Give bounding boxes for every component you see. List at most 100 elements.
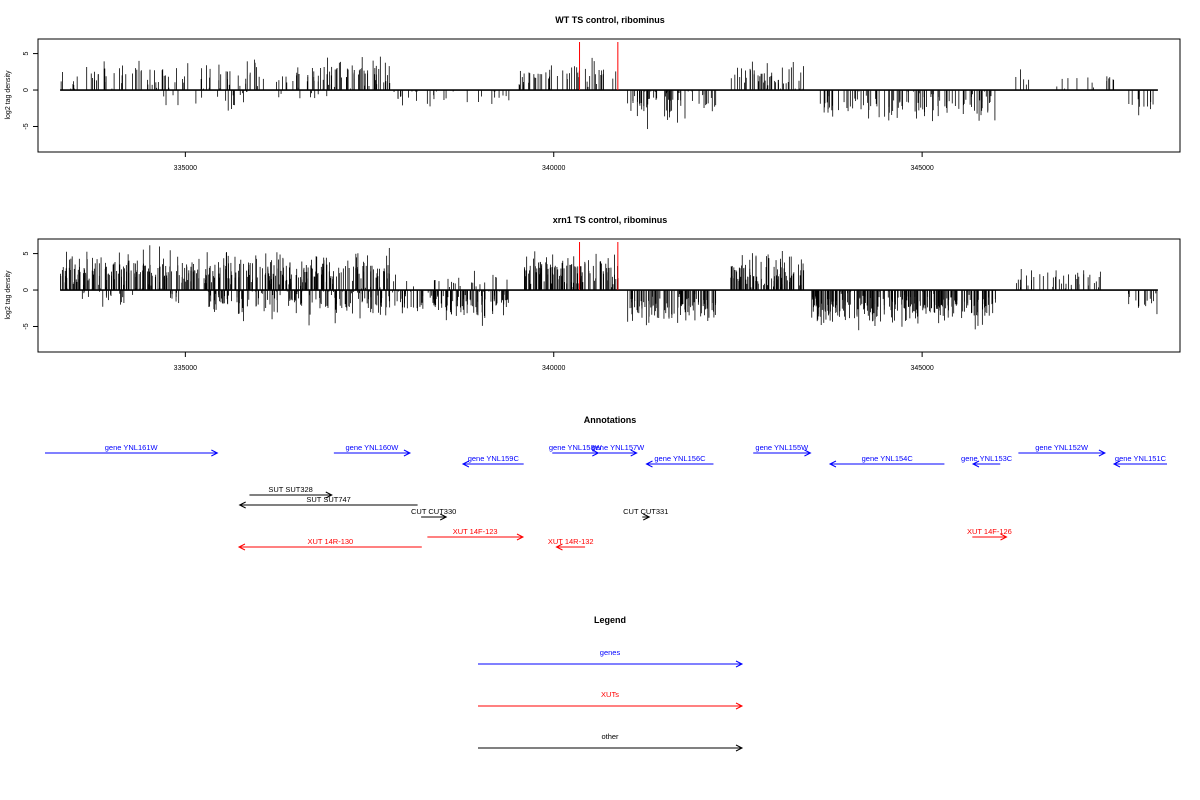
panel-title: xrn1 TS control, ribominus <box>553 215 668 225</box>
legend-entry-other: other <box>478 732 744 752</box>
x-tick-label: 340000 <box>542 165 565 172</box>
legend-entry-genes: genes <box>478 648 744 668</box>
feature-label: gene YNL153C <box>961 454 1013 463</box>
panel-xrn1: xrn1 TS control, ribominus log2 tag dens… <box>5 215 1181 372</box>
feature-arrowhead <box>325 491 333 499</box>
y-tick-label: 5 <box>23 52 30 56</box>
feature-label: XUT 14R-132 <box>548 537 594 546</box>
feature-sut-sut328[interactable]: SUT SUT328 <box>249 485 333 499</box>
feature-label: CUT CUT330 <box>411 507 456 516</box>
feature-arrowhead <box>1112 460 1121 468</box>
x-tick-label: 340000 <box>542 365 565 372</box>
feature-gene-ynl156c[interactable]: gene YNL156C <box>645 454 714 468</box>
feature-label: XUT 14F-126 <box>967 527 1012 536</box>
feature-arrowhead <box>555 543 563 551</box>
feature-arrowhead <box>592 449 600 457</box>
annotation-features: gene YNL161W gene YNL160W gene YNL159C gene… <box>45 443 1167 551</box>
feature-arrowhead <box>643 513 651 521</box>
panel-title: WT TS control, ribominus <box>555 15 665 25</box>
feature-sut-sut747[interactable]: SUT SUT747 <box>238 495 418 509</box>
feature-gene-ynl158w[interactable]: gene YNL158W <box>549 443 603 457</box>
y-axis: -5 0 5 <box>23 252 38 330</box>
feature-label: gene YNL156C <box>654 454 706 463</box>
legend-label: genes <box>600 648 621 657</box>
feature-gene-ynl157w[interactable]: gene YNL157W <box>591 443 645 457</box>
marker-lines <box>579 42 619 91</box>
legend-label: XUTs <box>601 690 619 699</box>
feature-arrowhead <box>238 501 246 509</box>
feature-arrowhead <box>403 449 412 457</box>
feature-gene-ynl154c[interactable]: gene YNL154C <box>828 454 945 468</box>
signal-bars <box>60 56 1158 130</box>
feature-gene-ynl160w[interactable]: gene YNL160W <box>333 443 412 457</box>
feature-label: gene YNL155W <box>755 443 809 452</box>
feature-xut-14f-126[interactable]: XUT 14F-126 <box>967 527 1012 541</box>
marker-lines <box>579 242 619 291</box>
feature-arrowhead <box>1000 533 1008 541</box>
x-axis: 335000 340000 345000 <box>174 152 934 172</box>
feature-label: gene YNL159C <box>468 454 520 463</box>
x-tick-label: 335000 <box>174 365 197 372</box>
feature-gene-ynl161w[interactable]: gene YNL161W <box>45 443 219 457</box>
feature-xut-14f-123[interactable]: XUT 14F-123 <box>427 527 525 541</box>
feature-arrowhead <box>828 460 837 468</box>
plot-frame <box>37 238 1181 353</box>
y-tick-label: -5 <box>23 323 30 329</box>
feature-gene-ynl152w[interactable]: gene YNL152W <box>1018 443 1107 457</box>
annotations-title: Annotations <box>584 415 637 425</box>
feature-arrowhead <box>645 460 653 468</box>
feature-gene-ynl155w[interactable]: gene YNL155W <box>753 443 812 457</box>
feature-gene-ynl153c[interactable]: gene YNL153C <box>961 454 1013 468</box>
feature-xut-14r-132[interactable]: XUT 14R-132 <box>548 537 594 551</box>
panel-wt: WT TS control, ribominus log2 tag densit… <box>5 15 1181 172</box>
feature-arrowhead <box>516 533 525 541</box>
feature-cut-cut330[interactable]: CUT CUT330 <box>411 507 456 521</box>
legend: Legend genes XUTs other <box>478 615 744 752</box>
feature-label: XUT 14F-123 <box>453 527 498 536</box>
y-axis-label: log2 tag density <box>5 270 12 320</box>
feature-label: XUT 14R-130 <box>308 537 354 546</box>
y-axis-label: log2 tag density <box>5 70 12 120</box>
legend-title: Legend <box>594 615 626 625</box>
feature-label: gene YNL157W <box>591 443 645 452</box>
feature-label: SUT SUT747 <box>306 495 350 504</box>
legend-arrowhead <box>735 744 744 752</box>
feature-label: gene YNL151C <box>1115 454 1167 463</box>
y-axis: -5 0 5 <box>23 52 38 130</box>
feature-arrowhead <box>439 513 448 521</box>
legend-arrowhead <box>735 660 744 668</box>
feature-gene-ynl159c[interactable]: gene YNL159C <box>461 454 524 468</box>
legend-entry-xuts: XUTs <box>478 690 744 710</box>
feature-arrowhead <box>971 460 980 468</box>
y-tick-label: 5 <box>23 252 30 256</box>
legend-arrowhead <box>735 702 744 710</box>
feature-arrowhead <box>630 449 638 457</box>
plot-frame <box>37 38 1181 153</box>
feature-arrowhead <box>461 460 470 468</box>
annotations-track: Annotations gene YNL161W gene YNL160Wgene… <box>45 415 1167 551</box>
feature-arrowhead <box>1098 449 1107 457</box>
x-tick-label: 335000 <box>174 165 197 172</box>
feature-arrowhead <box>237 543 246 551</box>
feature-label: gene YNL161W <box>105 443 159 452</box>
legend-entries: genes XUTs other <box>478 648 744 752</box>
x-tick-label: 345000 <box>910 365 933 372</box>
y-tick-label: -5 <box>23 123 30 129</box>
signal-bars <box>60 245 1158 331</box>
feature-label: gene YNL160W <box>345 443 399 452</box>
feature-cut-cut331[interactable]: CUT CUT331 <box>623 507 668 521</box>
feature-xut-14r-130[interactable]: XUT 14R-130 <box>237 537 422 551</box>
feature-label: gene YNL152W <box>1035 443 1089 452</box>
y-tick-label: 0 <box>23 88 30 92</box>
feature-label: gene YNL158W <box>549 443 603 452</box>
feature-arrowhead <box>804 449 812 457</box>
feature-label: CUT CUT331 <box>623 507 668 516</box>
feature-label: gene YNL154C <box>862 454 914 463</box>
feature-label: SUT SUT328 <box>268 485 312 494</box>
x-axis: 335000 340000 345000 <box>174 352 934 372</box>
y-tick-label: 0 <box>23 288 30 292</box>
x-tick-label: 345000 <box>910 165 933 172</box>
legend-label: other <box>601 732 619 741</box>
feature-gene-ynl151c[interactable]: gene YNL151C <box>1112 454 1167 468</box>
